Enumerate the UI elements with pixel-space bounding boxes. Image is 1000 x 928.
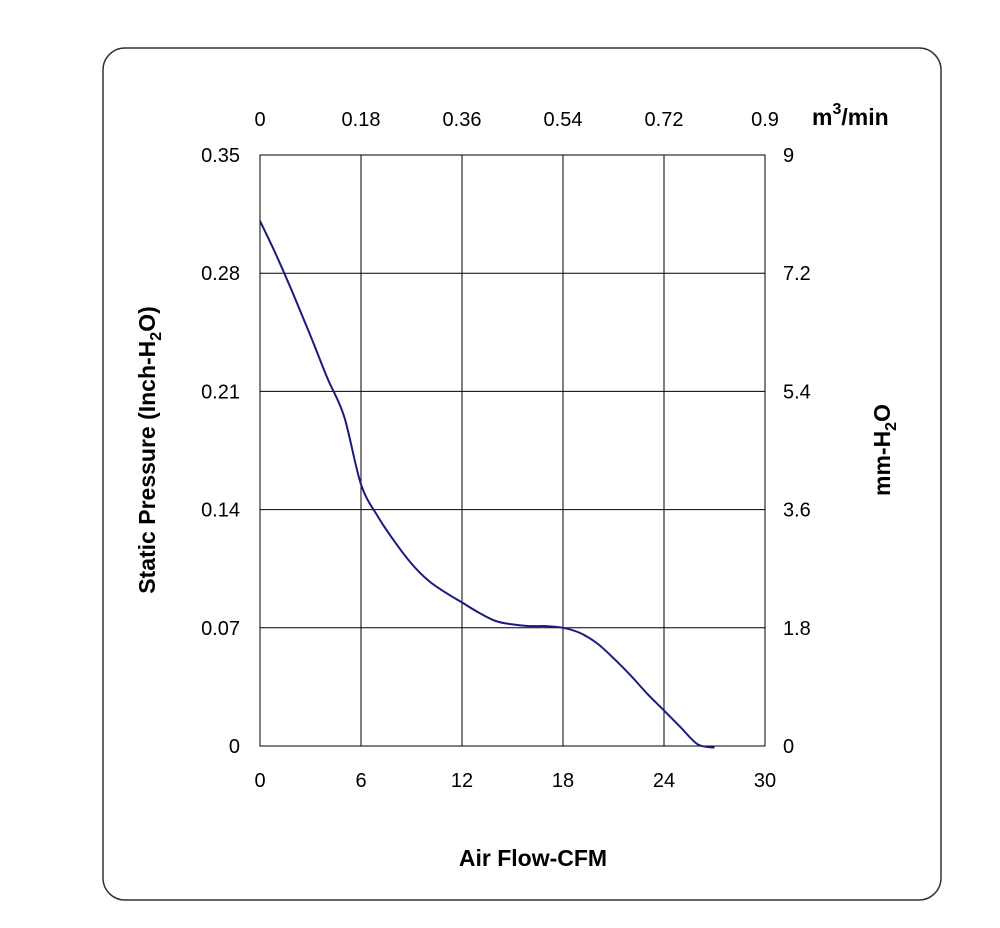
y2-tick-label: 5.4 <box>783 381 811 403</box>
x2-tick-label: 0.54 <box>544 109 583 131</box>
x2-axis-ticks: 0 0.18 0.36 0.54 0.72 0.9 <box>254 109 778 131</box>
x2-unit-sup: 3 <box>832 101 841 118</box>
x-tick-label: 18 <box>552 770 574 792</box>
y-axis-title: Static Pressure (Inch-H2O) <box>134 306 165 594</box>
y2-title-part2: O <box>869 404 895 422</box>
x2-axis-unit: m3/min <box>812 101 889 130</box>
x-tick-label: 6 <box>355 770 366 792</box>
x-axis-ticks: 0 6 12 18 24 30 <box>254 770 776 792</box>
y-tick-label: 0.28 <box>201 263 240 285</box>
x2-tick-label: 0.9 <box>751 109 779 131</box>
y-title-part1: Static Pressure (Inch-H <box>134 341 160 594</box>
x2-unit-base: m <box>812 104 832 130</box>
y-title-sub: 2 <box>148 332 165 341</box>
y-tick-label: 0.35 <box>201 145 240 167</box>
y-tick-label: 0 <box>229 736 240 758</box>
series-layer <box>259 220 715 749</box>
x-tick-label: 0 <box>254 770 265 792</box>
x-axis-title: Air Flow-CFM <box>459 845 607 871</box>
y-tick-label: 0.21 <box>201 381 240 403</box>
x-tick-label: 12 <box>451 770 473 792</box>
y2-tick-label: 9 <box>783 145 794 167</box>
y-tick-label: 0.14 <box>201 500 240 522</box>
y2-axis-ticks: 0 1.8 3.6 5.4 7.2 9 <box>783 145 811 758</box>
y2-title-part1: mm-H <box>869 431 895 496</box>
x2-tick-label: 0 <box>254 109 265 131</box>
x2-tick-label: 0.36 <box>443 109 482 131</box>
x2-unit-rest: /min <box>841 104 888 130</box>
y2-tick-label: 0 <box>783 736 794 758</box>
chart-border <box>102 47 942 901</box>
plot-area <box>259 154 766 747</box>
y-axis-ticks: 0 0.07 0.14 0.21 0.28 0.35 <box>201 145 240 758</box>
y2-axis-title: mm-H2O <box>869 404 900 496</box>
y2-title-sub: 2 <box>883 422 900 431</box>
grid <box>260 155 765 746</box>
x2-tick-label: 0.18 <box>342 109 381 131</box>
y2-tick-label: 3.6 <box>783 500 811 522</box>
y-tick-label: 0.07 <box>201 618 240 640</box>
series-line <box>259 220 715 749</box>
x-tick-label: 24 <box>653 770 675 792</box>
y2-tick-label: 1.8 <box>783 618 811 640</box>
y-title-part2: O) <box>134 306 160 332</box>
x2-tick-label: 0.72 <box>645 109 684 131</box>
y2-tick-label: 7.2 <box>783 263 811 285</box>
x-tick-label: 30 <box>754 770 776 792</box>
